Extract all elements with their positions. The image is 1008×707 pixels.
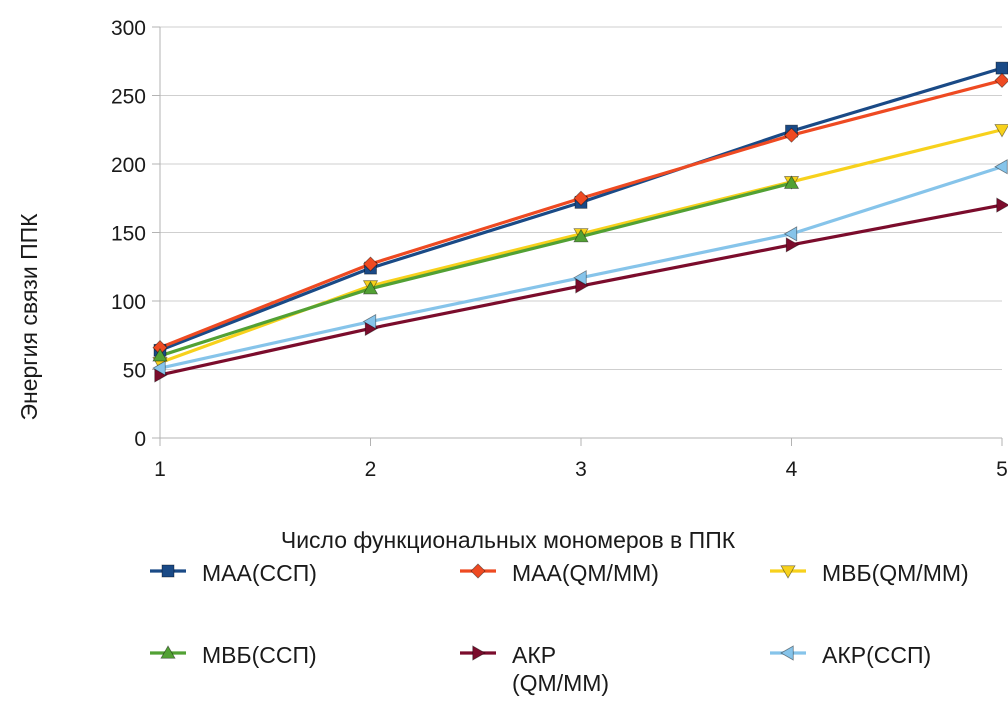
data-markers <box>152 61 1008 383</box>
data-point <box>362 280 379 295</box>
data-point <box>573 190 589 206</box>
data-point <box>996 197 1008 213</box>
data-point <box>785 237 800 253</box>
x-tick-label: 2 <box>365 458 377 481</box>
x-axis-label: Число функциональных мономеров в ППК <box>281 527 736 553</box>
data-point <box>783 175 800 189</box>
x-tick-label: 4 <box>786 458 798 481</box>
legend-marker <box>780 645 794 661</box>
series-line <box>159 181 792 358</box>
x-tick-label: 3 <box>575 458 587 481</box>
x-tick-label: 1 <box>154 458 166 481</box>
data-point <box>994 72 1008 88</box>
data-point <box>573 270 587 286</box>
legend-marker <box>780 565 796 579</box>
data-point <box>152 347 168 362</box>
legend-label: МАА(ССП) <box>202 560 317 586</box>
x-tick-label: 5 <box>996 458 1008 481</box>
tick-labels: 0 50 100 150 200 250 300 1 2 3 4 5 <box>111 17 1008 481</box>
y-tick-label: 0 <box>134 428 146 451</box>
series-line <box>159 78 1003 350</box>
series-line <box>159 66 1003 352</box>
legend-marker <box>160 645 176 659</box>
data-point <box>152 360 166 376</box>
legend: МАА(ССП) МАА(QM/MM) МВБ(QM/MM) МВБ(ССП) АКР(… <box>150 560 969 696</box>
legend-label: МВБ(QM/MM) <box>822 560 969 586</box>
legend-marker <box>472 645 486 661</box>
y-tick-label: 300 <box>111 17 146 40</box>
data-point <box>362 256 379 272</box>
legend-label: АКР(ССП) <box>822 642 931 668</box>
series-lines <box>159 66 1003 377</box>
data-point <box>575 278 589 294</box>
data-point <box>994 124 1008 138</box>
data-point <box>783 226 798 242</box>
legend-marker <box>161 564 175 578</box>
legend-marker <box>470 563 486 579</box>
data-point <box>995 61 1008 75</box>
data-point <box>362 313 377 330</box>
legend-label-line: (QM/MM) <box>512 670 609 696</box>
y-tick-label: 50 <box>123 360 146 383</box>
data-point <box>994 159 1008 175</box>
y-axis-label: Энергия связи ППК <box>16 213 42 421</box>
legend-label: МАА(QM/MM) <box>512 560 659 586</box>
legend-label-line: АКР <box>512 642 556 668</box>
data-point <box>783 127 800 143</box>
y-tick-label: 150 <box>111 223 146 246</box>
legend-label: АКР (QM/MM) <box>512 642 609 696</box>
series-line <box>159 128 1003 365</box>
y-tick-label: 200 <box>111 154 146 177</box>
legend-label: МВБ(ССП) <box>202 642 317 668</box>
y-tick-label: 100 <box>111 291 146 314</box>
data-point <box>573 228 589 243</box>
y-tick-label: 250 <box>111 86 146 109</box>
